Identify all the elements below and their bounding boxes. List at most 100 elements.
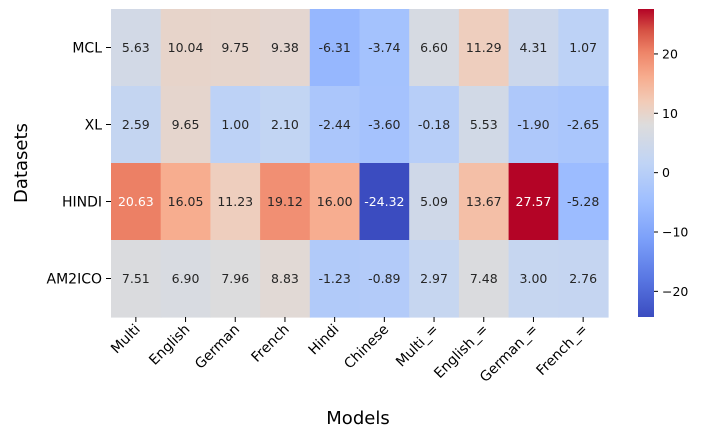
heatmap-cell-label: 10.04: [168, 40, 204, 55]
heatmap-cell: [558, 163, 609, 241]
heatmap-cell: [508, 86, 559, 164]
heatmap-cell: [359, 9, 410, 87]
x-tick-label: French: [249, 322, 293, 366]
colorbar-gradient: [638, 9, 654, 317]
x-tick-label: English: [146, 322, 193, 369]
heatmap-cell: [160, 9, 211, 87]
heatmap-cell: [210, 9, 261, 87]
heatmap-cell: [458, 240, 510, 318]
heatmap-cell-labels: 5.63 10.04 9.75 9.38 -6.31 -3.74 6.60 11.29 4.31…: [118, 40, 599, 286]
heatmap-cell: [508, 9, 559, 87]
x-tick-label: Multi_=: [393, 322, 442, 371]
heatmap-cell-label: 8.83: [271, 271, 299, 286]
heatmap-cells: [111, 9, 609, 318]
heatmap-cell: [309, 240, 361, 318]
heatmap-cell: [558, 240, 609, 318]
heatmap-cell-label: -2.65: [567, 117, 599, 132]
heatmap-cell-label: 5.53: [470, 117, 498, 132]
heatmap-cell-label: -5.28: [567, 194, 599, 209]
y-tick-label: MCL: [72, 41, 102, 57]
heatmap-cell-label: 2.97: [420, 271, 448, 286]
heatmap-cell-label: 2.76: [569, 271, 597, 286]
x-tick-label: Hindi: [306, 322, 343, 359]
y-axis-title: Datasets: [11, 123, 32, 203]
y-tick-label: HINDI: [62, 195, 102, 211]
heatmap-cell: [458, 163, 510, 241]
heatmap-cell-label: 1.00: [221, 117, 249, 132]
heatmap-cell: [210, 163, 261, 241]
heatmap-cell: [409, 86, 460, 164]
heatmap-cell-label: -6.31: [318, 40, 350, 55]
heatmap-cell-label: 27.57: [516, 194, 552, 209]
heatmap-cell: [309, 86, 361, 164]
heatmap-cell: [409, 9, 460, 87]
heatmap-cell-label: 11.23: [217, 194, 253, 209]
x-tick-label: Multi: [108, 322, 144, 358]
heatmap-cell-label: 13.67: [466, 194, 502, 209]
heatmap-cell-label: 2.59: [122, 117, 150, 132]
heatmap-cell: [409, 163, 460, 241]
heatmap-cell: [508, 240, 559, 318]
heatmap-cell: [260, 163, 311, 241]
heatmap-cell-label: 9.75: [221, 40, 249, 55]
y-tick-label: AM2ICO: [47, 272, 103, 288]
heatmap-cell-label: -3.74: [368, 40, 400, 55]
heatmap-cell: [508, 163, 559, 241]
heatmap-cell-label: 7.51: [122, 271, 150, 286]
heatmap-cell: [458, 9, 510, 87]
heatmap-cell-label: -1.90: [517, 117, 549, 132]
heatmap-cell: [309, 163, 361, 241]
colorbar-tick-label: 10: [662, 106, 678, 121]
heatmap-cell: [111, 163, 162, 241]
heatmap-cell-label: -1.23: [318, 271, 350, 286]
heatmap-cell: [160, 240, 211, 318]
colorbar-tick-label: −20: [662, 284, 688, 299]
heatmap-cell: [558, 86, 609, 164]
heatmap-cell-label: 5.63: [122, 40, 150, 55]
heatmap-cell: [558, 9, 609, 87]
heatmap-cell-label: -2.44: [318, 117, 350, 132]
heatmap-cell: [260, 240, 311, 318]
heatmap-cell-label: 4.31: [520, 40, 548, 55]
heatmap-cell: [111, 9, 162, 87]
heatmap-cell-label: 11.29: [466, 40, 502, 55]
heatmap-cell: [111, 86, 162, 164]
heatmap-cell: [458, 86, 510, 164]
colorbar: 20 10 0 −10 −20: [638, 9, 688, 317]
heatmap-cell-label: 7.48: [470, 271, 498, 286]
heatmap-cell: [160, 86, 211, 164]
heatmap-cell-label: -24.32: [364, 194, 404, 209]
heatmap-cell: [210, 86, 261, 164]
x-tick-label: Chinese: [341, 322, 392, 373]
heatmap-cell: [160, 163, 211, 241]
heatmap-cell-label: 6.60: [420, 40, 448, 55]
heatmap-cell-label: 5.09: [420, 194, 448, 209]
heatmap-cell: [409, 240, 460, 318]
heatmap-cell: [309, 9, 361, 87]
heatmap-cell-label: -0.89: [368, 271, 400, 286]
heatmap-cell-label: 7.96: [221, 271, 249, 286]
heatmap-cell-label: -0.18: [418, 117, 450, 132]
heatmap-cell: [359, 240, 410, 318]
colorbar-ticks: 20 10 0 −10 −20: [654, 46, 688, 299]
x-tick-label: French_=: [534, 322, 591, 379]
y-tick-label: XL: [85, 118, 103, 134]
x-tick-label: German: [192, 322, 243, 373]
heatmap-cell-label: 9.65: [172, 117, 200, 132]
heatmap-cell-label: 2.10: [271, 117, 299, 132]
heatmap-cell: [210, 240, 261, 318]
x-axis-title: Models: [326, 408, 389, 429]
heatmap-cell-label: 9.38: [271, 40, 299, 55]
heatmap-cell-label: 19.12: [267, 194, 303, 209]
colorbar-tick-label: 20: [662, 46, 678, 61]
y-axis-ticks: MCL XL HINDI AM2ICO: [47, 41, 111, 288]
heatmap-cell-label: 3.00: [520, 271, 548, 286]
colorbar-tick-label: −10: [662, 225, 688, 240]
heatmap-cell-label: 20.63: [118, 194, 154, 209]
heatmap-cell-label: 16.00: [317, 194, 353, 209]
heatmap-cell-label: -3.60: [368, 117, 400, 132]
heatmap-cell: [359, 86, 410, 164]
heatmap-cell-label: 16.05: [168, 194, 204, 209]
